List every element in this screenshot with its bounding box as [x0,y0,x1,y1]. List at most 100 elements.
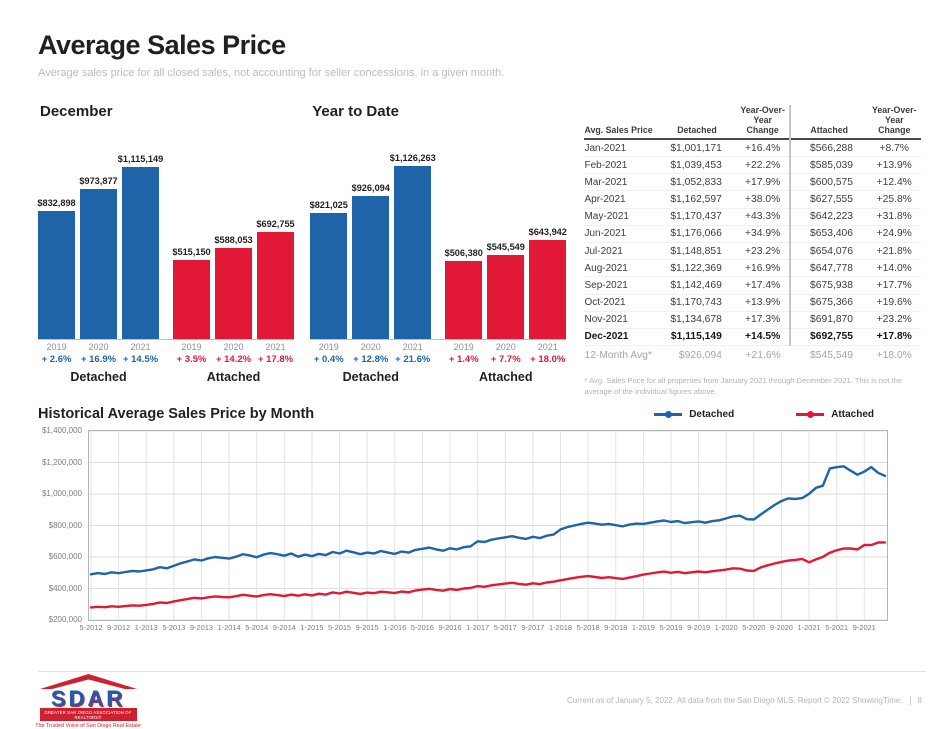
table-cell: $692,755 [789,328,867,347]
header-detached-yoy: Year-Over-Year Change [740,105,785,136]
historical-section: Historical Average Sales Price by Month … [38,406,926,640]
x-tick-label: 1-2016 [383,623,407,633]
sdar-logo-tagline: The Trusted Voice of San Diego Real Esta… [35,723,141,729]
bar-value-label: $1,126,263 [389,152,436,163]
yoy-pct-label: + 1.4% [448,354,479,365]
legend-item-detached: Detached [654,409,734,420]
ytd-section: Year to Date $821,025 $926,094 $1,126,263 2… [310,103,582,398]
ytd-chart-title: Year to Date [312,103,399,120]
x-tick-label: 9-2019 [687,623,711,633]
yoy-pct-label: + 3.5% [176,354,207,365]
year-tick-label: 2019 [181,342,202,352]
table-row: May-2021 $1,170,437 +43.3% $642,223 +31.8% [584,208,922,226]
table-cell: $1,170,743 [658,294,736,312]
table-cell: Aug-2021 [584,259,659,278]
bar-detached-2021 [122,167,159,339]
year-tick-label: 2021 [130,342,151,352]
table-cell: $585,039 [789,156,867,175]
historical-plot-svg [88,430,888,622]
year-tick-label: 2020 [360,342,381,352]
x-tick-label: 9-2015 [355,623,379,633]
detached-dot-icon [665,410,673,418]
table-row: Sep-2021 $1,142,469 +17.4% $675,938 +17.7% [584,276,922,295]
header-attached: Attached [789,105,867,140]
table-cell: $654,076 [789,242,867,261]
x-tick-label: 1-2018 [548,623,572,633]
table-cell: Jul-2021 [584,242,659,261]
table-cell: +17.4% [735,276,791,295]
table-cell: $675,366 [789,294,867,312]
yoy-pct-label: + 2.6% [41,354,72,365]
price-table-avg-row: 12-Month Avg* $926,094 +21.6% $545,549 +… [584,345,922,365]
yoy-pct-label: + 12.8% [353,354,389,365]
sdar-logo-banner: GREATER SAN DIEGO ASSOCIATION OF REALTOR… [39,708,137,721]
price-table-body: Jan-2021 $1,001,171 +16.4% $566,288 +8.7% Feb… [584,139,922,347]
series-line-attached [89,541,887,609]
table-row: Apr-2021 $1,162,597 +38.0% $627,555 +25.8% [584,190,922,209]
x-tick-label: 5-2015 [328,623,352,633]
detached-line-marker-icon [654,410,683,418]
bar-value-label: $506,380 [444,248,483,258]
x-tick-label: 5-2019 [659,623,683,633]
table-cell: Sep-2021 [584,276,659,295]
bar-value-label: $821,025 [309,199,348,210]
table-row: Jul-2021 $1,148,851 +23.2% $654,076 +21.8% [584,242,922,261]
table-row: Oct-2021 $1,170,743 +13.9% $675,366 +19.6% [584,294,922,312]
y-tick-label: $800,000 [48,520,82,530]
group-label-detached: Detached [342,370,399,384]
december-section: December $832,898 $973,877 $1,115,149 2019 2… [37,103,310,398]
year-tick-label: 2020 [223,342,244,352]
bar-value-label: $545,549 [486,242,525,252]
table-cell: Jun-2021 [584,225,659,243]
ytd-bar-chart: $821,025 $926,094 $1,126,263 2019 2020 2021 + … [310,126,582,384]
table-cell: Nov-2021 [584,311,659,329]
header-month: Avg. Sales Price [584,125,653,136]
ytd-x-axis-line [310,339,567,340]
x-tick-label: 9-2017 [521,623,545,633]
table-cell: +23.2% [735,242,791,261]
table-cell: Feb-2021 [584,156,659,175]
table-row: Nov-2021 $1,134,678 +17.3% $691,870 +23.2% [584,311,922,329]
table-cell: +16.4% [735,139,791,158]
table-cell: $627,555 [789,190,867,209]
table-cell: +22.2% [735,156,791,175]
table-cell: $600,575 [789,173,867,192]
bar-value-label: $1,115,149 [117,154,164,165]
footer-note-text: Current as of January 5, 2022. All data … [566,696,903,705]
y-tick-label: $600,000 [48,552,82,562]
table-cell: $566,288 [789,139,867,158]
legend-label-attached: Attached [831,408,874,420]
attached-line-marker-icon [796,410,825,418]
table-cell: $1,039,453 [658,156,736,175]
table-cell: $1,001,171 [658,139,736,158]
x-tick-label: 1-2015 [300,623,324,633]
sdar-roof-icon [39,674,137,689]
bar-value-label: $973,877 [79,176,118,186]
table-cell: +12.4% [867,173,922,192]
group-label-detached: Detached [70,370,127,384]
x-tick-label: 1-2017 [466,623,490,633]
table-cell: +17.7% [867,276,922,295]
yoy-pct-label: + 18.0% [530,354,566,365]
header-attached-yoy: Year-Over-Year Change [871,105,917,136]
table-cell: +23.2% [867,311,922,329]
x-tick-label: 9-2014 [272,623,296,633]
historical-chart-title: Historical Average Sales Price by Month [38,406,315,423]
x-tick-label: 9-2020 [769,623,793,633]
table-row: Jun-2021 $1,176,066 +34.9% $653,406 +24.9% [584,225,922,243]
table-cell: +16.9% [735,259,791,278]
x-tick-label: 5-2018 [576,623,600,633]
x-tick-label: 9-2018 [604,623,628,633]
yoy-pct-label: + 16.9% [80,354,117,365]
table-cell: Dec-2021 [584,328,659,347]
table-cell: +43.3% [735,208,791,226]
bar-attached-2019 [173,259,210,339]
table-row: Mar-2021 $1,052,833 +17.9% $600,575 +12.4% [584,173,922,192]
yoy-pct-label: + 0.4% [313,354,344,365]
page-title: Average Sales Price [38,30,286,60]
series-line-detached [89,465,887,576]
december-x-axis-line [38,339,294,340]
bar-attached-2021 [257,232,294,339]
x-tick-label: 9-2021 [852,623,876,633]
